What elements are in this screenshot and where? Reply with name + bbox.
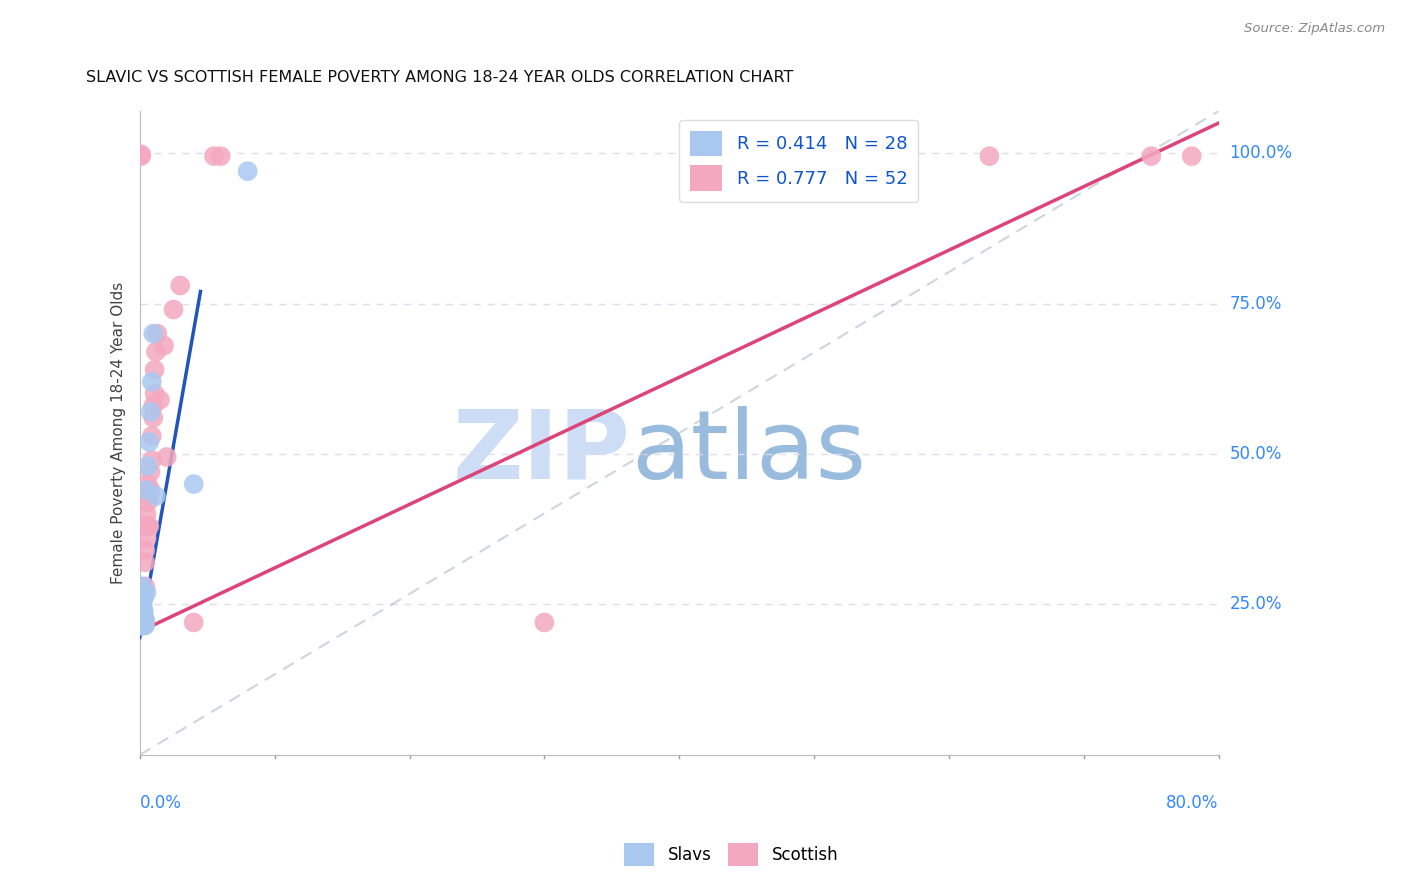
Text: ZIP: ZIP [453, 406, 631, 499]
Point [132, 615, 155, 630]
Point [135, 483, 157, 497]
Point [129, 618, 152, 632]
Point [132, 615, 155, 630]
Point [131, 603, 153, 617]
Point [129, 615, 152, 630]
Point [131, 579, 153, 593]
Point [132, 585, 155, 599]
Point [1181, 149, 1204, 163]
Point [135, 507, 157, 521]
Point [149, 392, 172, 407]
Point [131, 594, 153, 608]
Point [134, 612, 156, 626]
Point [136, 519, 159, 533]
Point [131, 598, 153, 612]
Point [139, 405, 162, 419]
Point [131, 603, 153, 617]
Point [136, 477, 159, 491]
Point [132, 612, 155, 626]
Point [236, 164, 259, 178]
Point [129, 615, 152, 630]
Point [132, 609, 155, 624]
Point [169, 278, 191, 293]
Point [146, 326, 169, 341]
Point [979, 149, 1001, 163]
Point [129, 607, 152, 621]
Point [131, 618, 153, 632]
Point [142, 399, 165, 413]
Point [129, 607, 152, 621]
Point [209, 149, 232, 163]
Point [129, 609, 152, 624]
Point [533, 615, 555, 630]
Point [135, 531, 157, 545]
Point [162, 302, 184, 317]
Point [134, 543, 156, 558]
Point [134, 555, 156, 569]
Point [131, 618, 153, 632]
Point [143, 386, 166, 401]
Point [153, 339, 176, 353]
Point [131, 615, 153, 630]
Point [156, 450, 179, 464]
Point [134, 579, 156, 593]
Text: 80.0%: 80.0% [1167, 794, 1219, 812]
Point [131, 591, 153, 606]
Point [135, 585, 157, 599]
Text: 50.0%: 50.0% [1229, 445, 1282, 463]
Text: 25.0%: 25.0% [1229, 595, 1282, 614]
Point [141, 453, 163, 467]
Point [135, 519, 157, 533]
Point [141, 429, 163, 443]
Point [129, 612, 152, 626]
Text: Source: ZipAtlas.com: Source: ZipAtlas.com [1244, 22, 1385, 36]
Point [145, 489, 167, 503]
Point [136, 495, 159, 509]
Point [129, 149, 152, 163]
Point [1140, 149, 1163, 163]
Point [145, 344, 167, 359]
Point [129, 147, 152, 161]
Text: 75.0%: 75.0% [1229, 294, 1282, 312]
Point [129, 612, 152, 626]
Text: 100.0%: 100.0% [1229, 145, 1292, 162]
Point [129, 618, 152, 632]
Point [142, 410, 165, 425]
Point [139, 483, 162, 497]
Point [141, 375, 163, 389]
Legend: R = 0.414   N = 28, R = 0.777   N = 52: R = 0.414 N = 28, R = 0.777 N = 52 [679, 120, 918, 202]
Point [143, 363, 166, 377]
Point [131, 609, 153, 624]
Text: 0.0%: 0.0% [139, 794, 181, 812]
Point [138, 434, 160, 449]
Point [132, 609, 155, 624]
Point [142, 326, 165, 341]
Point [132, 603, 155, 617]
Legend: Slavs, Scottish: Slavs, Scottish [617, 836, 845, 873]
Point [136, 458, 159, 473]
Point [856, 149, 879, 163]
Y-axis label: Female Poverty Among 18-24 Year Olds: Female Poverty Among 18-24 Year Olds [111, 282, 127, 584]
Point [131, 615, 153, 630]
Point [134, 618, 156, 632]
Point [131, 591, 153, 606]
Point [183, 615, 205, 630]
Text: SLAVIC VS SCOTTISH FEMALE POVERTY AMONG 18-24 YEAR OLDS CORRELATION CHART: SLAVIC VS SCOTTISH FEMALE POVERTY AMONG … [86, 70, 793, 86]
Point [129, 609, 152, 624]
Point [138, 519, 160, 533]
Point [139, 465, 162, 479]
Text: atlas: atlas [631, 406, 866, 499]
Point [138, 489, 160, 503]
Point [202, 149, 225, 163]
Point [132, 618, 155, 632]
Point [132, 591, 155, 606]
Point [183, 477, 205, 491]
Point [131, 585, 153, 599]
